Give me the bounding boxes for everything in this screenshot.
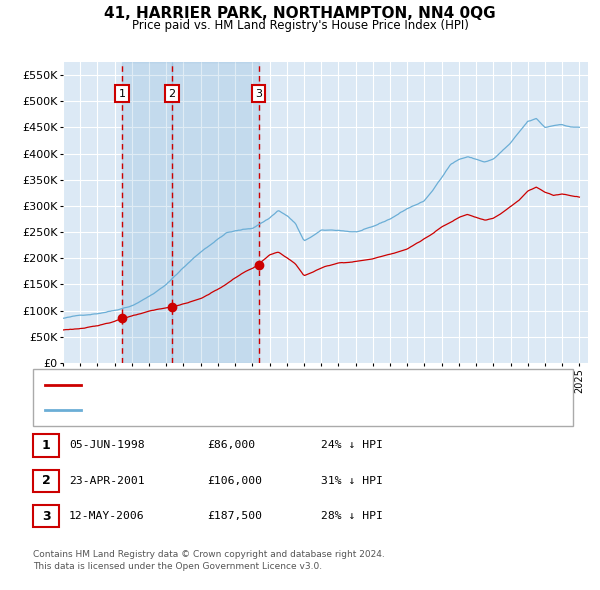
Bar: [122, 62, 172, 363]
Text: Price paid vs. HM Land Registry's House Price Index (HPI): Price paid vs. HM Land Registry's House …: [131, 19, 469, 32]
Text: 2: 2: [42, 474, 50, 487]
Text: 1: 1: [42, 439, 50, 452]
Text: £86,000: £86,000: [207, 441, 255, 450]
Text: £187,500: £187,500: [207, 512, 262, 521]
Text: 23-APR-2001: 23-APR-2001: [69, 476, 145, 486]
Text: 1: 1: [119, 88, 125, 99]
Text: 28% ↓ HPI: 28% ↓ HPI: [321, 512, 383, 521]
Text: 31% ↓ HPI: 31% ↓ HPI: [321, 476, 383, 486]
Text: 41, HARRIER PARK, NORTHAMPTON, NN4 0QG: 41, HARRIER PARK, NORTHAMPTON, NN4 0QG: [104, 6, 496, 21]
Text: 41, HARRIER PARK, NORTHAMPTON, NN4 0QG (detached house): 41, HARRIER PARK, NORTHAMPTON, NN4 0QG (…: [88, 380, 439, 390]
Text: 3: 3: [42, 510, 50, 523]
Text: 05-JUN-1998: 05-JUN-1998: [69, 441, 145, 450]
Text: 12-MAY-2006: 12-MAY-2006: [69, 512, 145, 521]
Bar: [172, 62, 259, 363]
Text: 24% ↓ HPI: 24% ↓ HPI: [321, 441, 383, 450]
Text: 3: 3: [255, 88, 262, 99]
Text: HPI: Average price, detached house, West Northamptonshire: HPI: Average price, detached house, West…: [88, 405, 420, 415]
Text: 2: 2: [168, 88, 175, 99]
Text: Contains HM Land Registry data © Crown copyright and database right 2024.
This d: Contains HM Land Registry data © Crown c…: [33, 550, 385, 571]
Text: £106,000: £106,000: [207, 476, 262, 486]
